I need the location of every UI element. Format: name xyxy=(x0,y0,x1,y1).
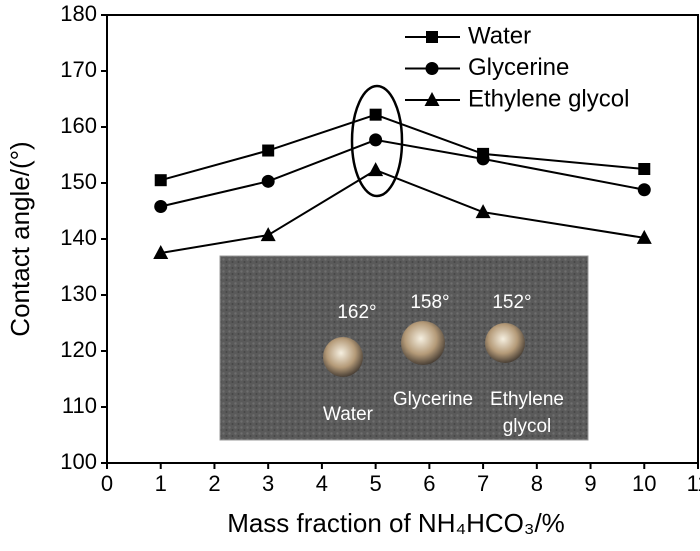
annotation: Water xyxy=(323,404,374,425)
annotation: Glycerine xyxy=(393,389,473,410)
marker xyxy=(154,174,167,187)
x-tick-label: 2 xyxy=(208,471,220,496)
inset-photo: 162° 158° 152° Water Glycerine Ethylene … xyxy=(219,255,589,441)
annotation: 162° xyxy=(337,302,376,323)
x-tick-label: 1 xyxy=(155,471,167,496)
y-tick-label: 100 xyxy=(60,449,97,474)
annotation: 158° xyxy=(410,292,449,313)
marker xyxy=(260,227,276,242)
x-axis-label: Mass fraction of NH₄HCO₃/% xyxy=(227,508,565,538)
highlight-ellipse xyxy=(350,84,404,198)
marker xyxy=(369,108,382,121)
legend-marker xyxy=(425,62,439,75)
marker xyxy=(476,152,490,166)
marker xyxy=(638,163,651,175)
marker xyxy=(153,245,169,259)
series-line xyxy=(160,169,645,254)
x-tick-label: 3 xyxy=(262,471,274,496)
x-tick-label: 7 xyxy=(477,471,489,496)
x-tick-label: 5 xyxy=(370,471,382,496)
droplet xyxy=(401,321,445,365)
droplet xyxy=(323,337,363,377)
annotation: Ethylene xyxy=(490,389,564,410)
droplet xyxy=(485,323,525,363)
y-tick-label: 120 xyxy=(60,337,97,362)
legend-label: Glycerine xyxy=(468,54,569,81)
x-tick-label: 10 xyxy=(632,471,656,496)
y-tick-label: 160 xyxy=(60,113,97,138)
y-tick-label: 180 xyxy=(60,1,97,26)
y-axis-label: Contact angle/(°) xyxy=(5,141,35,336)
y-tick-label: 130 xyxy=(60,281,97,306)
marker xyxy=(475,204,491,219)
marker xyxy=(262,144,275,157)
annotation: 152° xyxy=(492,292,531,313)
legend-marker xyxy=(424,92,440,106)
x-tick-label: 9 xyxy=(584,471,596,496)
marker xyxy=(369,133,383,147)
x-tick-label: 4 xyxy=(316,471,328,496)
marker xyxy=(637,183,651,197)
x-tick-label: 11 xyxy=(687,471,700,496)
x-tick-label: 8 xyxy=(531,471,543,496)
legend-label: Water xyxy=(468,22,531,49)
x-tick-label: 6 xyxy=(423,471,435,496)
marker xyxy=(261,174,275,188)
x-tick-label: 0 xyxy=(101,471,113,496)
y-tick-label: 140 xyxy=(60,225,97,250)
marker xyxy=(636,229,652,244)
y-tick-label: 170 xyxy=(60,57,97,82)
legend-label: Ethylene glycol xyxy=(468,85,629,112)
legend-marker xyxy=(426,31,438,43)
y-tick-label: 110 xyxy=(62,393,97,418)
y-tick-label: 150 xyxy=(60,169,97,194)
marker xyxy=(154,200,168,214)
marker xyxy=(368,162,384,177)
annotation: glycol xyxy=(503,416,552,437)
